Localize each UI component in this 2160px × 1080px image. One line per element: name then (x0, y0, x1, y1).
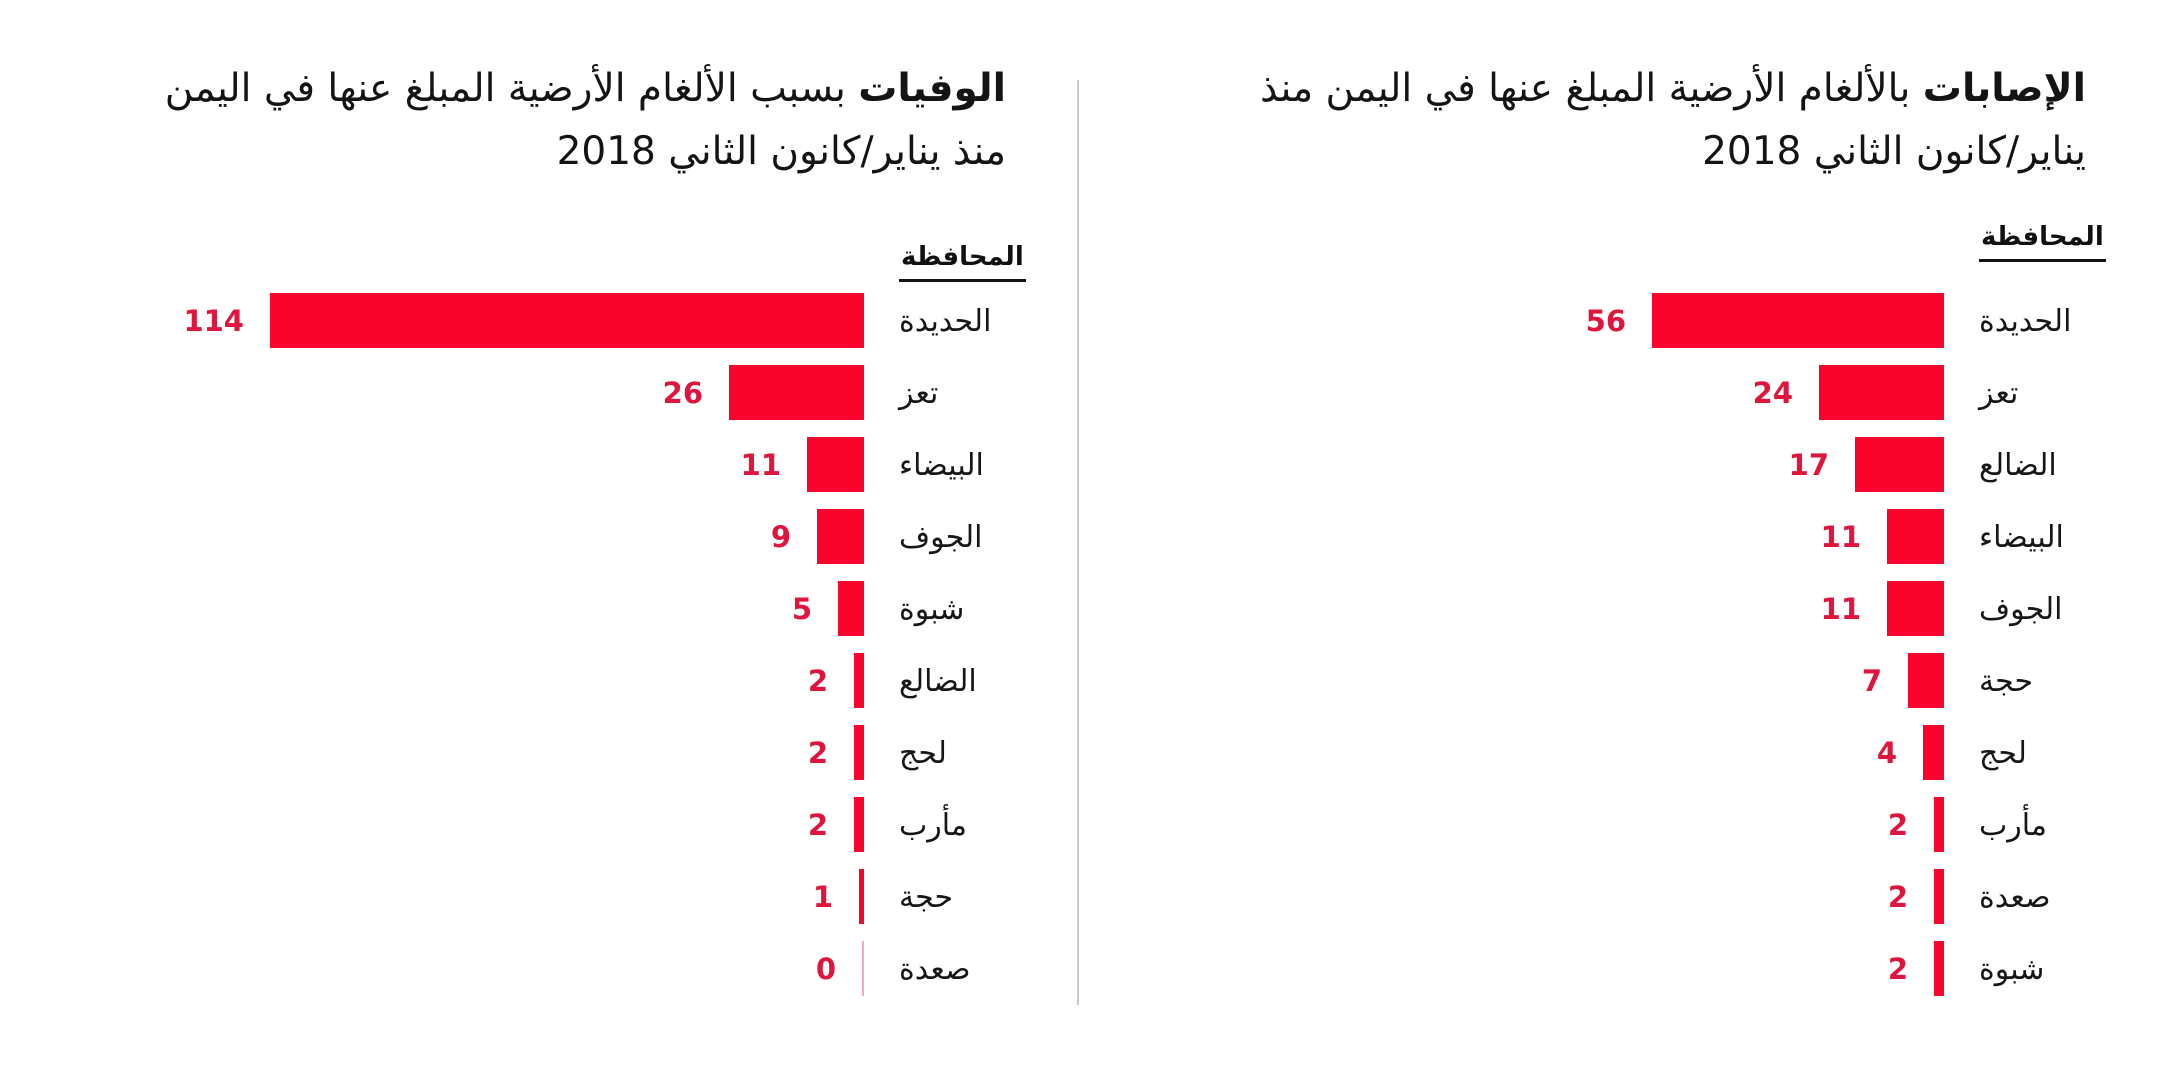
category-label: الحديدة (1979, 304, 2072, 339)
governorate-column-header: المحافظة (1979, 222, 2106, 262)
value-label: 9 (770, 520, 791, 554)
title-keyword: الوفيات (858, 66, 1006, 111)
bar (854, 653, 864, 708)
bar (817, 509, 864, 564)
bar (729, 365, 864, 420)
bar (862, 941, 864, 996)
category-label: لحج (899, 736, 947, 771)
bar-row: 2 صعدة (1080, 869, 2160, 924)
bar (1923, 725, 1944, 780)
value-label: 17 (1788, 448, 1829, 482)
title-line-1: الوفيات بسبب الألغام الأرضية المبلغ عنها… (165, 57, 1006, 120)
category-label: البيضاء (1979, 520, 2064, 555)
governorate-column-header: المحافظة (899, 242, 1026, 282)
bar-row: 17 الضالع (1080, 437, 2160, 492)
category-label: حجة (899, 880, 953, 915)
title-line-1: الإصابات بالألغام الأرضية المبلغ عنها في… (1260, 57, 2086, 120)
category-label: تعز (1979, 376, 2019, 411)
bar-row: 0 صعدة (0, 941, 1080, 996)
bar-row: 9 الجوف (0, 509, 1080, 564)
value-label: 0 (815, 952, 836, 986)
value-label: 114 (183, 304, 244, 338)
bar (1934, 869, 1944, 924)
bar-row: 26 تعز (0, 365, 1080, 420)
injuries-chart-title: الإصابات بالألغام الأرضية المبلغ عنها في… (1260, 57, 2086, 183)
title-line-2: يناير/كانون الثاني 2018 (1702, 129, 2086, 174)
bar-row: 11 البيضاء (1080, 509, 2160, 564)
value-label: 26 (662, 376, 703, 410)
bar-row: 2 شبوة (1080, 941, 2160, 996)
bar-row: 4 لحج (1080, 725, 2160, 780)
bar (1934, 941, 1944, 996)
category-label: شبوة (1979, 952, 2045, 987)
value-label: 5 (791, 592, 812, 626)
value-label: 2 (1887, 808, 1908, 842)
value-label: 7 (1861, 664, 1882, 698)
category-label: مأرب (1979, 808, 2047, 843)
value-label: 1 (812, 880, 833, 914)
title-rest: بالألغام الأرضية المبلغ عنها في اليمن من… (1259, 66, 1923, 111)
category-label: الضالع (899, 664, 977, 699)
category-label: لحج (1979, 736, 2027, 771)
bar-row: 11 الجوف (1080, 581, 2160, 636)
bar-row: 2 مأرب (0, 797, 1080, 852)
bar (1652, 293, 1944, 348)
category-label: شبوة (899, 592, 965, 627)
bar (1855, 437, 1944, 492)
value-label: 11 (1820, 592, 1861, 626)
bar (1887, 581, 1944, 636)
bar-row: 56 الحديدة (1080, 293, 2160, 348)
value-label: 4 (1876, 736, 1897, 770)
bar-row: 11 البيضاء (0, 437, 1080, 492)
bar (1908, 653, 1944, 708)
bar (1887, 509, 1944, 564)
value-label: 2 (1887, 952, 1908, 986)
bar-row: 5 شبوة (0, 581, 1080, 636)
value-label: 11 (740, 448, 781, 482)
bar-row: 2 لحج (0, 725, 1080, 780)
bar-row: 1 حجة (0, 869, 1080, 924)
category-label: صعدة (1979, 880, 2051, 915)
category-label: الجوف (1979, 592, 2063, 627)
bar-row: 24 تعز (1080, 365, 2160, 420)
category-label: مأرب (899, 808, 967, 843)
value-label: 2 (807, 736, 828, 770)
bar (1934, 797, 1944, 852)
title-line-2: منذ يناير/كانون الثاني 2018 (556, 129, 1006, 174)
title-keyword: الإصابات (1922, 66, 2086, 111)
bar (1819, 365, 1944, 420)
value-label: 2 (807, 808, 828, 842)
bar (838, 581, 864, 636)
category-label: البيضاء (899, 448, 984, 483)
category-label: الجوف (899, 520, 983, 555)
value-label: 2 (1887, 880, 1908, 914)
category-label: الحديدة (899, 304, 992, 339)
category-label: حجة (1979, 664, 2033, 699)
title-rest: بسبب الألغام الأرضية المبلغ عنها في اليم… (164, 66, 859, 111)
panel-divider-line (1077, 80, 1079, 1005)
bar-row: 2 مأرب (1080, 797, 2160, 852)
bar (859, 869, 864, 924)
bar (854, 797, 864, 852)
bar-row: 2 الضالع (0, 653, 1080, 708)
value-label: 56 (1585, 304, 1626, 338)
bar-row: 114 الحديدة (0, 293, 1080, 348)
bar (854, 725, 864, 780)
category-label: صعدة (899, 952, 971, 987)
value-label: 24 (1752, 376, 1793, 410)
category-label: تعز (899, 376, 939, 411)
deaths-chart-panel: الوفيات بسبب الألغام الأرضية المبلغ عنها… (0, 57, 1080, 996)
value-label: 2 (807, 664, 828, 698)
bar-row: 7 حجة (1080, 653, 2160, 708)
category-label: الضالع (1979, 448, 2057, 483)
injuries-chart-panel: الإصابات بالألغام الأرضية المبلغ عنها في… (1080, 0, 2160, 1080)
deaths-chart-title: الوفيات بسبب الألغام الأرضية المبلغ عنها… (165, 57, 1006, 183)
bar (270, 293, 864, 348)
bar (807, 437, 864, 492)
value-label: 11 (1820, 520, 1861, 554)
